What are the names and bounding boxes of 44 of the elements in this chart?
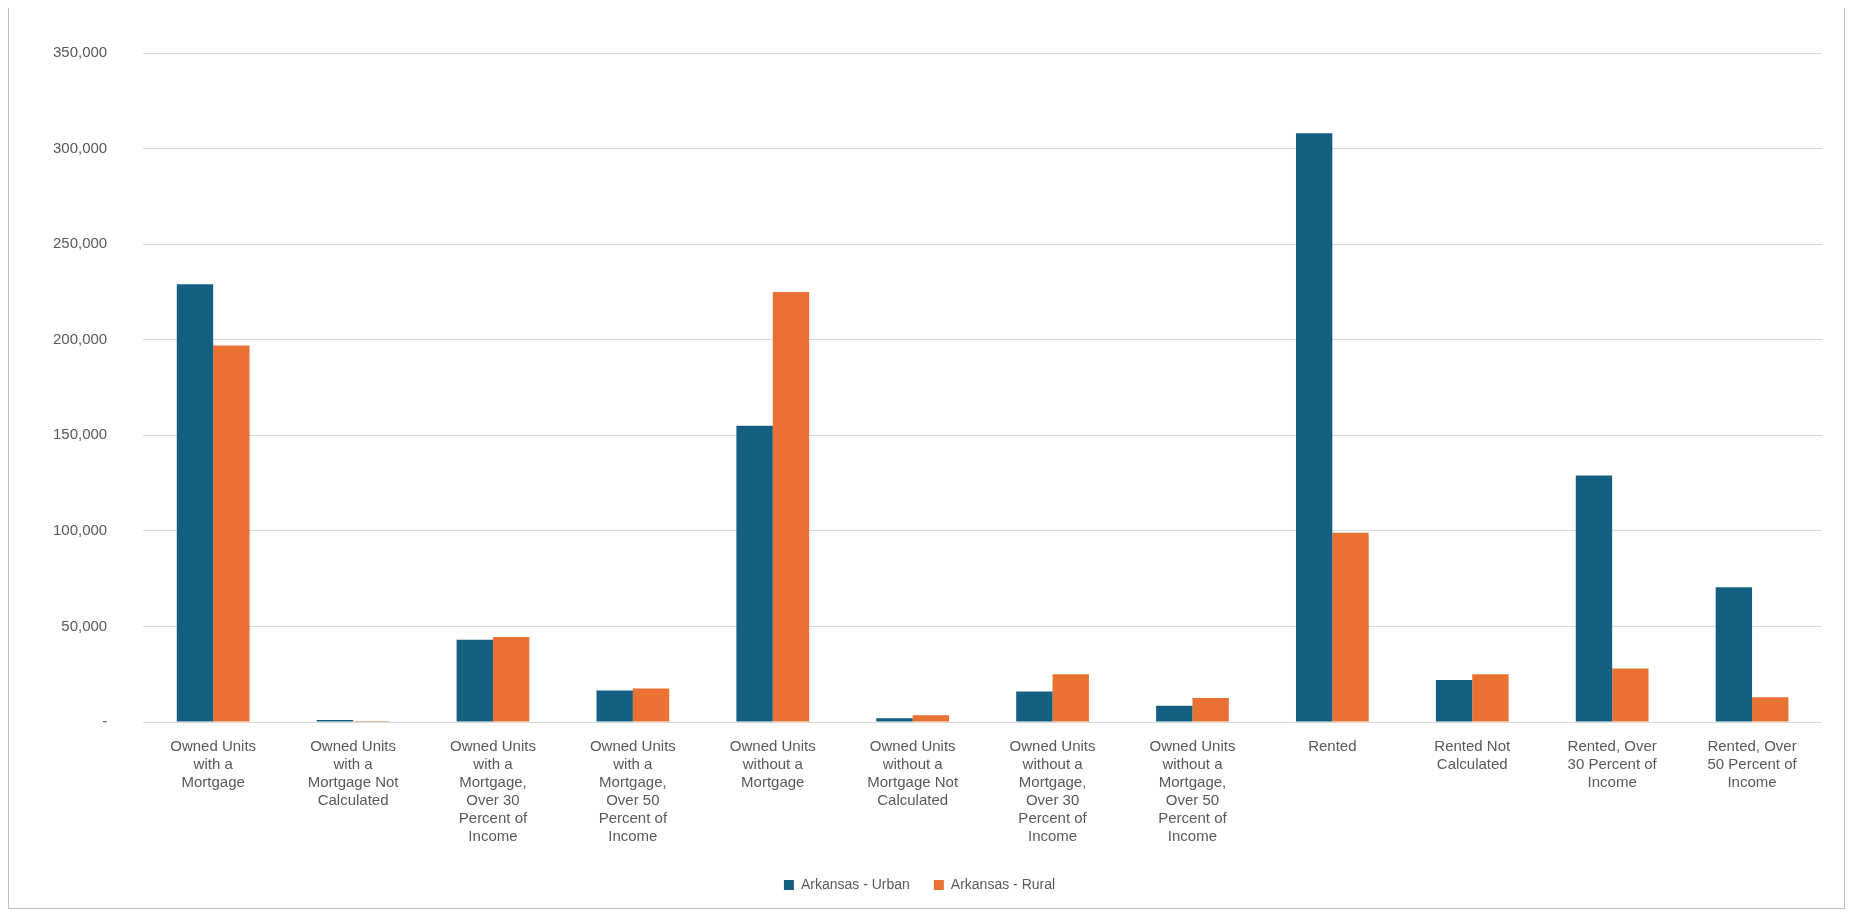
bar — [176, 284, 214, 722]
x-tick-label: Owned Units with a Mortgage, Over 30 Percent of Income — [450, 737, 536, 845]
y-tick-label: 50,000 — [61, 616, 108, 634]
y-tick-label: 100,000 — [52, 521, 108, 538]
bar — [1052, 674, 1089, 722]
bar — [492, 636, 530, 722]
x-tick-label: Owned Units without a Mortgage, Over 50 Percent of Income — [1149, 737, 1236, 845]
bar — [1472, 674, 1509, 722]
bar — [632, 688, 670, 722]
x-tick-label: Owned Units with a Mortgage Not Calculated — [307, 737, 400, 809]
x-tick-label: Owned Units with a Mortgage — [170, 737, 257, 791]
legend-label: Arkansas - Rural — [950, 875, 1056, 892]
x-tick-label: Owned Units without a Mortgage Not Calculated — [867, 737, 959, 809]
x-tick-label: Owned Units without a Mortgage — [729, 737, 816, 791]
y-tick-label: 150,000 — [52, 425, 108, 443]
x-tick-label: Owned Units with a Mortgage, Over 50 Percent of Income — [589, 737, 676, 845]
y-tick-label: 200,000 — [52, 329, 108, 347]
y-tick-label: 350,000 — [52, 43, 108, 61]
bar — [1612, 668, 1649, 722]
bar — [1752, 697, 1789, 722]
x-tick-label: Rented Not Calculated — [1434, 737, 1512, 773]
bar — [1332, 532, 1369, 722]
bar — [1016, 691, 1053, 722]
bar — [1575, 475, 1613, 722]
x-tick-label: Owned Units without a Mortgage, Over 30 Percent of Income — [1009, 737, 1096, 845]
bar — [1156, 705, 1193, 722]
bar — [1715, 587, 1753, 722]
x-tick-label: Rented, Over 30 Percent of Income — [1567, 737, 1658, 791]
x-tick-label: Rented — [1308, 737, 1357, 755]
bar — [912, 715, 950, 722]
x-tick-label: Rented, Over 50 Percent of Income — [1707, 737, 1798, 791]
bar — [736, 425, 773, 722]
bar — [876, 718, 913, 722]
bar — [1435, 679, 1473, 722]
bar — [772, 291, 810, 722]
y-tick-label: - — [102, 712, 108, 730]
y-tick-label: 250,000 — [52, 234, 108, 252]
legend-label: Arkansas - Urban — [800, 875, 910, 892]
bar — [213, 345, 250, 722]
bar — [596, 690, 633, 722]
bar — [1192, 698, 1229, 722]
bar — [456, 639, 493, 722]
y-tick-label: 300,000 — [52, 138, 108, 156]
bar — [1295, 133, 1333, 722]
